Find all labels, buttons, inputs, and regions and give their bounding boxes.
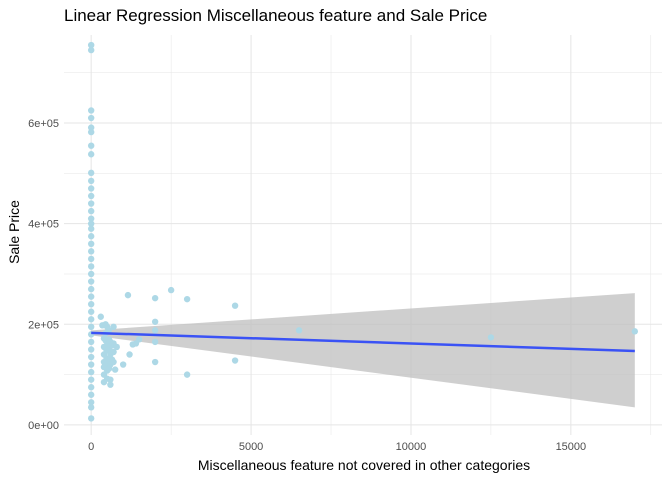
data-point — [87, 399, 95, 406]
data-point — [113, 343, 120, 351]
data-point — [124, 291, 132, 299]
data-point — [151, 358, 159, 366]
confidence-band-layer — [91, 293, 635, 408]
data-point — [135, 336, 143, 343]
data-point — [87, 300, 95, 308]
data-point — [183, 295, 191, 303]
data-point — [87, 384, 95, 391]
data-point — [97, 313, 104, 320]
data-point — [87, 107, 95, 114]
data-points — [87, 41, 639, 422]
y-tick-label: 0e+00 — [28, 420, 59, 432]
y-tick-label: 6e+05 — [28, 118, 59, 130]
data-point — [87, 404, 95, 411]
data-point — [87, 248, 95, 255]
data-point — [87, 353, 95, 361]
data-point — [87, 240, 95, 248]
x-tick-label: 0 — [88, 441, 94, 453]
data-point — [126, 351, 133, 358]
data-point — [87, 128, 95, 136]
data-point — [151, 294, 159, 302]
data-point — [87, 220, 95, 227]
data-point — [231, 357, 239, 364]
regression-line-layer — [91, 331, 635, 353]
data-point — [151, 318, 159, 325]
data-point — [87, 255, 95, 263]
data-point — [110, 323, 117, 331]
data-point — [110, 358, 117, 366]
data-point — [87, 233, 95, 240]
data-point — [87, 192, 95, 200]
data-point — [295, 327, 303, 334]
data-point — [631, 328, 639, 335]
axis-labels: 0 5000 10000 15000 0e+00 2e+05 4e+05 6e+05 — [28, 118, 586, 453]
data-point — [87, 346, 95, 353]
data-point — [87, 368, 95, 376]
data-point — [87, 225, 95, 232]
data-point — [87, 376, 95, 383]
data-point — [87, 323, 95, 331]
data-point — [231, 302, 239, 309]
data-point — [87, 338, 95, 346]
data-point — [183, 371, 191, 378]
data-point — [151, 338, 159, 346]
confidence-band — [91, 293, 635, 408]
data-point — [87, 263, 95, 270]
x-tick-label: 15000 — [556, 441, 587, 453]
y-axis-title: Sale Price — [6, 200, 22, 264]
data-point — [119, 361, 127, 368]
data-point — [111, 366, 119, 373]
y-tick-label: 4e+05 — [28, 219, 59, 231]
data-point — [107, 376, 114, 383]
regression-line — [91, 331, 635, 353]
x-tick-label: 5000 — [239, 441, 263, 453]
data-point — [151, 327, 159, 334]
data-point — [87, 151, 95, 158]
x-axis-title: Miscellaneous feature not covered in oth… — [197, 457, 531, 473]
data-point — [87, 200, 95, 207]
data-point — [87, 391, 95, 398]
chart-title: Linear Regression Miscellaneous feature … — [64, 6, 488, 25]
data-point — [167, 286, 175, 294]
data-point — [87, 316, 95, 323]
data-point — [487, 334, 495, 341]
data-point — [87, 46, 95, 54]
data-point — [105, 327, 112, 334]
data-point — [87, 207, 95, 215]
data-point — [107, 381, 114, 388]
data-point — [87, 278, 95, 285]
data-point — [87, 415, 95, 422]
data-point — [87, 308, 95, 315]
data-point — [87, 41, 95, 49]
data-point — [87, 177, 95, 185]
data-point — [87, 293, 95, 300]
data-point — [87, 114, 95, 122]
data-point — [87, 169, 95, 177]
data-point — [87, 215, 95, 222]
data-point — [87, 270, 95, 278]
data-point — [87, 285, 95, 293]
x-tick-label: 10000 — [396, 441, 427, 453]
data-point — [87, 361, 95, 368]
data-point — [87, 142, 95, 149]
data-point — [87, 124, 95, 131]
data-point — [87, 185, 95, 192]
y-tick-label: 2e+05 — [28, 319, 59, 331]
data-point — [110, 348, 117, 356]
